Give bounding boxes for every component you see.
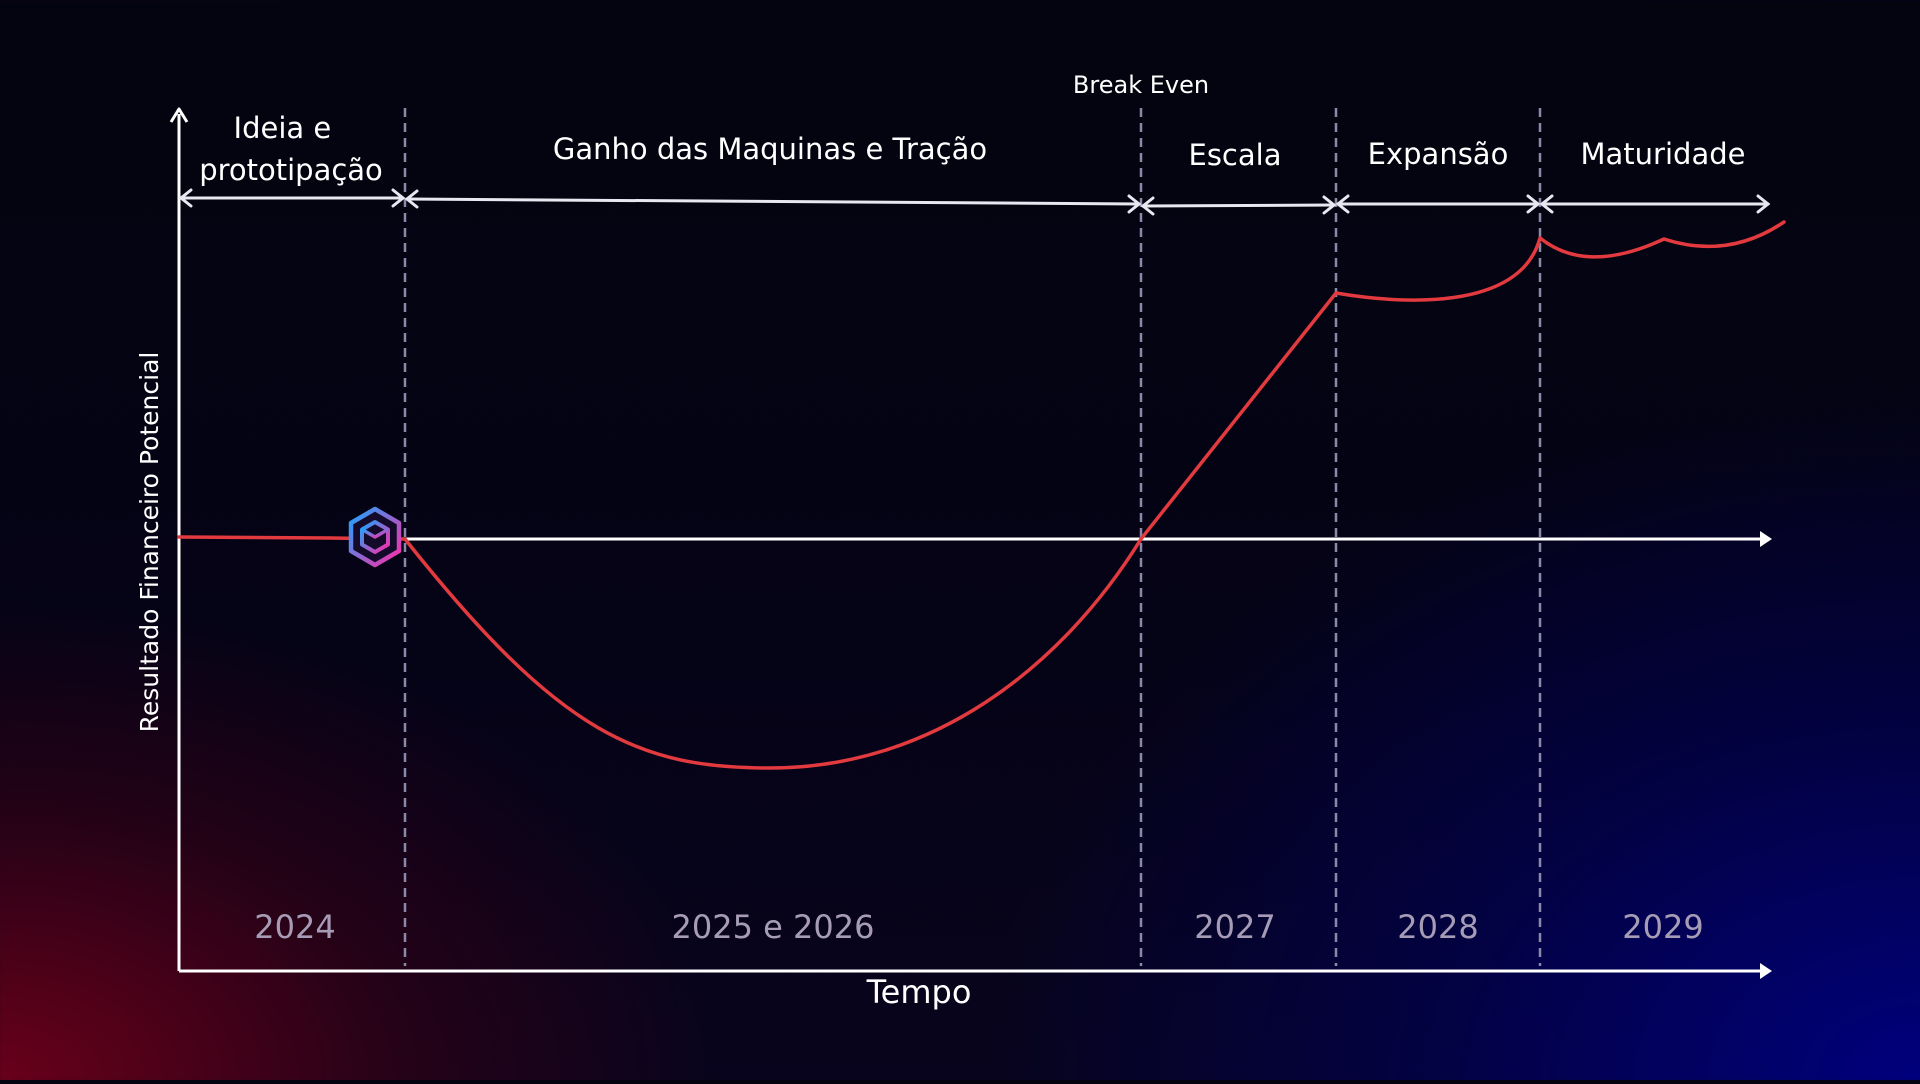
y-axis <box>169 107 189 971</box>
phase-span-arrow-3 <box>1140 195 1337 216</box>
phase-label-3: Escala <box>1189 138 1282 172</box>
break-even-label: Break Even <box>1073 71 1209 99</box>
phase-label-2: Ganho das Maquinas e Tração <box>553 132 987 166</box>
phase-label-4: Expansão <box>1368 137 1509 171</box>
phase-span-arrow-5 <box>1539 194 1771 214</box>
period-label-5: 2029 <box>1622 908 1703 946</box>
phase-span-arrow-4 <box>1335 194 1541 214</box>
x-axis <box>179 963 1772 979</box>
period-label-2: 2025 e 2026 <box>672 908 875 946</box>
period-label-4: 2028 <box>1397 908 1478 946</box>
x-axis-label: Tempo <box>866 973 972 1011</box>
phase-label-1: Ideia e prototipação <box>199 111 383 187</box>
financial-result-curve <box>177 220 1786 770</box>
phase-span-arrow-1 <box>178 188 406 208</box>
phase-label-5: Maturidade <box>1581 137 1746 171</box>
phase-span-arrow-2 <box>404 189 1142 214</box>
zero-line <box>405 531 1772 547</box>
period-label-1: 2024 <box>254 908 335 946</box>
period-label-3: 2027 <box>1194 908 1275 946</box>
y-axis-label: Resultado Financeiro Potencial <box>135 352 164 733</box>
hexagon-cube-logo-icon <box>348 506 402 568</box>
